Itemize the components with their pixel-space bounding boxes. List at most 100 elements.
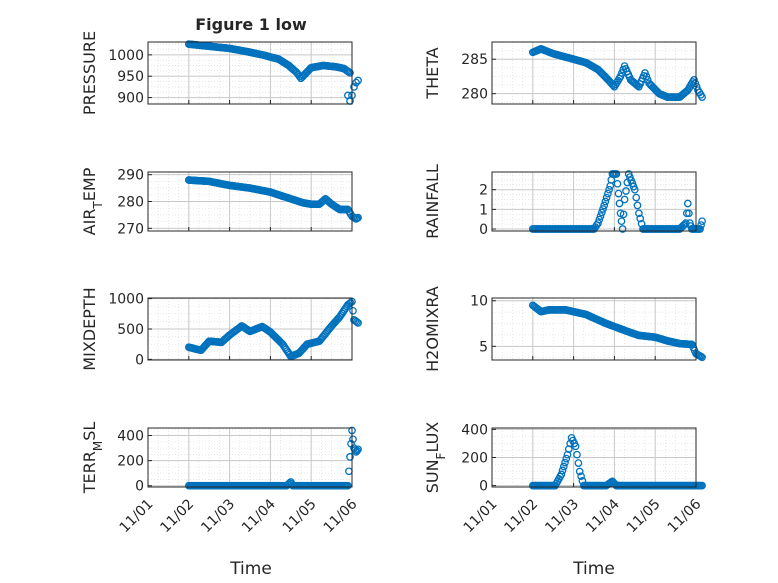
- y-tick-label: 0: [135, 352, 144, 368]
- y-tick-label: 280: [117, 195, 144, 211]
- data-point: [679, 221, 688, 230]
- data-point: [635, 209, 643, 218]
- data-point: [614, 189, 623, 198]
- axes-box: [147, 41, 353, 105]
- data-point: [349, 306, 357, 315]
- data-point: [613, 179, 622, 188]
- y-tick-label: 400: [117, 429, 144, 445]
- y-tick-label: 500: [117, 322, 144, 338]
- data-point: [575, 467, 584, 476]
- x-tick-label: 11/03: [542, 496, 582, 536]
- data-point: [595, 215, 604, 224]
- data-point: [557, 470, 566, 479]
- data-point: [698, 481, 706, 490]
- data-point: [696, 225, 704, 233]
- y-tick-label: 290: [117, 168, 144, 184]
- data-point: [691, 79, 700, 88]
- data-point: [620, 195, 629, 204]
- data-point: [599, 205, 607, 213]
- data-point: [350, 83, 358, 91]
- y-tick-label: 200: [117, 454, 144, 470]
- subplot-rainfall: 0 1 2 RAINFALL: [423, 164, 706, 239]
- axes-box: [147, 297, 353, 361]
- y-axis-label: THETA: [423, 47, 442, 99]
- y-axis-label: MIXDEPTH: [80, 287, 99, 370]
- data-point: [690, 76, 698, 84]
- x-tick-label: 11/06: [665, 496, 705, 536]
- data-point: [698, 217, 706, 226]
- y-tick-label: 950: [117, 69, 144, 85]
- y-tick-label: 0: [135, 479, 144, 495]
- data-point: [697, 221, 705, 229]
- data-point: [349, 435, 357, 444]
- y-tick-label: 0: [479, 222, 488, 238]
- data-point: [622, 187, 630, 195]
- data-point: [353, 446, 361, 455]
- data-point: [345, 467, 353, 476]
- data-point: [605, 185, 613, 194]
- subplot-h2omixra: 5 10 H2OMIXRA: [423, 286, 706, 372]
- data-point: [617, 217, 626, 226]
- data-point: [683, 199, 692, 208]
- data-point: [558, 466, 567, 475]
- x-axis-label-right: Time: [572, 559, 615, 579]
- data-point: [698, 93, 706, 101]
- data-point: [346, 453, 354, 461]
- y-tick-label: 1: [479, 202, 488, 218]
- data-point: [352, 78, 360, 87]
- x-tick-label: 11/05: [624, 496, 664, 536]
- data-point: [602, 193, 611, 202]
- x-tick-label: 11/02: [157, 496, 197, 536]
- data-point: [352, 318, 361, 326]
- data-point: [632, 193, 641, 202]
- y-tick-label: 900: [117, 91, 144, 107]
- y-axis-label: TERRMSL: [80, 422, 105, 495]
- data-point: [354, 445, 362, 454]
- y-tick-label: 270: [117, 221, 144, 237]
- y-tick-label: 1000: [108, 48, 144, 64]
- y-tick-label: 5: [479, 339, 488, 355]
- data-point: [574, 459, 583, 467]
- data-point: [354, 319, 362, 327]
- y-axis-label: AIRTEMP: [80, 167, 105, 235]
- data-point: [562, 454, 571, 463]
- data-point: [619, 210, 628, 219]
- data-point: [685, 209, 693, 218]
- data-point: [346, 68, 354, 77]
- data-point: [594, 219, 602, 227]
- axes-box: [491, 427, 697, 488]
- y-tick-label: 280: [461, 87, 488, 103]
- data-point: [596, 212, 605, 220]
- figure-title: Figure 1 low: [195, 15, 307, 34]
- data-point: [612, 170, 621, 178]
- x-tick-label: 11/01: [461, 496, 501, 536]
- y-axis-label: RAINFALL: [423, 164, 442, 239]
- y-tick-label: 400: [461, 422, 488, 438]
- x-tick-label: 11/02: [501, 496, 541, 536]
- data-point: [573, 450, 581, 459]
- subplot-pressure: 900 950 1000 PRESSURE: [80, 31, 362, 115]
- axes-box: [491, 297, 697, 361]
- subplot-theta: 280 285 THETA: [423, 41, 706, 105]
- y-axis-label: H2OMIXRA: [423, 286, 442, 372]
- subplot-sun-flux: 0 200 400 SUNFLUX 11/01 11/02 11/03 11/04 11/05 1…: [423, 422, 706, 536]
- y-axis-label: SUNFLUX: [423, 422, 448, 494]
- data-point: [354, 213, 362, 222]
- data-point: [618, 225, 627, 233]
- axes-box: [147, 171, 353, 232]
- data-point: [698, 353, 706, 362]
- y-tick-label: 1000: [108, 292, 144, 308]
- y-tick-label: 10: [470, 294, 488, 310]
- data-point: [344, 481, 352, 490]
- y-tick-label: 200: [461, 451, 488, 467]
- data-point: [633, 201, 642, 210]
- data-point: [354, 76, 362, 85]
- x-tick-label: 11/01: [117, 496, 157, 536]
- y-tick-label: 285: [461, 52, 488, 68]
- data-point: [346, 298, 355, 307]
- data-point: [597, 208, 606, 217]
- x-axis-label-left: Time: [229, 559, 272, 579]
- axes-box: [147, 427, 353, 488]
